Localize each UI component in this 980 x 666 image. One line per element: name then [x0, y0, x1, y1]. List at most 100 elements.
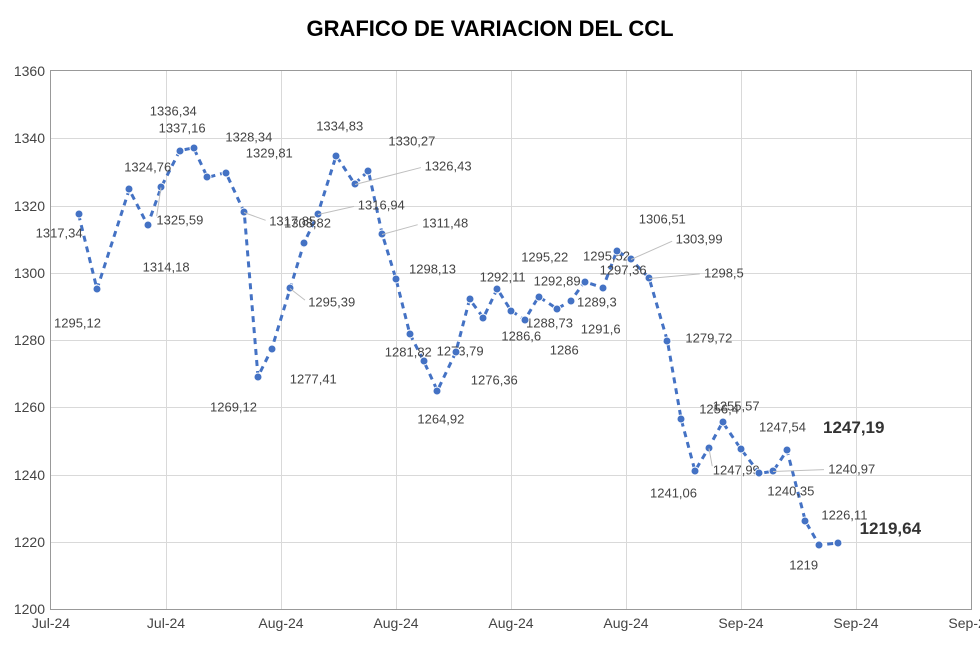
data-point-label: 1247,54 — [759, 420, 806, 435]
data-point-label: 1292,11 — [480, 270, 526, 285]
data-point-marker — [254, 372, 263, 381]
data-point-label: 1247,19 — [823, 418, 884, 438]
data-point-label: 1295,12 — [54, 316, 101, 331]
x-axis-tick-label: Jul-24 — [32, 609, 70, 631]
data-point-marker — [534, 292, 543, 301]
data-point-label: 1241,06 — [650, 485, 697, 500]
plot-area: 120012201240126012801300132013401360Jul-… — [50, 70, 972, 610]
data-point-label: 1289,3 — [577, 294, 617, 309]
data-point-label: 1295,39 — [308, 295, 355, 310]
data-point-marker — [451, 348, 460, 357]
data-point-label: 1334,83 — [316, 118, 363, 133]
data-point-label: 1255,57 — [713, 399, 760, 414]
data-point-marker — [493, 284, 502, 293]
data-point-label: 1298,5 — [704, 265, 744, 280]
data-point-marker — [74, 210, 83, 219]
data-point-marker — [392, 275, 401, 284]
data-point-marker — [479, 313, 488, 322]
data-point-marker — [566, 296, 575, 305]
data-point-label: 1277,41 — [290, 371, 337, 386]
data-point-marker — [465, 295, 474, 304]
data-point-label: 1330,27 — [388, 133, 435, 148]
data-point-marker — [783, 446, 792, 455]
data-point-marker — [203, 173, 212, 182]
y-axis-tick-label: 1240 — [14, 467, 51, 483]
x-axis-tick-label: Sep-24 — [718, 609, 763, 631]
x-axis-tick-label: Sep-24 — [948, 609, 980, 631]
data-point-label: 1288,73 — [526, 315, 573, 330]
data-point-label: 1314,18 — [143, 260, 190, 275]
data-point-label: 1298,13 — [409, 262, 456, 277]
data-point-marker — [612, 246, 621, 255]
data-point-label: 1329,81 — [246, 145, 293, 160]
data-point-marker — [300, 239, 309, 248]
data-point-label: 1308,82 — [284, 216, 331, 231]
data-point-label: 1336,34 — [150, 103, 197, 118]
data-point-marker — [580, 277, 589, 286]
data-point-label: 1292,89 — [534, 273, 581, 288]
data-point-marker — [332, 151, 341, 160]
data-point-label: 1291,6 — [581, 321, 621, 336]
data-point-marker — [364, 166, 373, 175]
data-point-marker — [143, 221, 152, 230]
data-point-label: 1337,16 — [159, 120, 206, 135]
data-point-marker — [801, 517, 810, 526]
data-point-label: 1325,59 — [156, 212, 203, 227]
y-axis-tick-label: 1360 — [14, 63, 51, 79]
y-axis-tick-label: 1300 — [14, 265, 51, 281]
data-point-marker — [405, 329, 414, 338]
data-point-label: 1276,36 — [471, 373, 518, 388]
y-axis-tick-label: 1320 — [14, 198, 51, 214]
data-point-label: 1324,76 — [124, 160, 171, 175]
x-axis-tick-label: Aug-24 — [603, 609, 648, 631]
data-point-label: 1286 — [550, 342, 579, 357]
data-point-marker — [419, 356, 428, 365]
data-point-marker — [815, 541, 824, 550]
x-axis-tick-label: Aug-24 — [488, 609, 533, 631]
data-point-label: 1264,92 — [417, 411, 464, 426]
data-point-marker — [663, 336, 672, 345]
data-point-label: 1240,97 — [828, 462, 875, 477]
data-point-label: 1247,99 — [713, 462, 760, 477]
data-point-label: 1317,34 — [36, 226, 83, 241]
data-point-marker — [755, 469, 764, 478]
data-point-label: 1303,99 — [676, 232, 723, 247]
data-point-label: 1311,48 — [422, 216, 468, 231]
data-point-marker — [267, 344, 276, 353]
y-axis-tick-label: 1280 — [14, 332, 51, 348]
data-point-marker — [718, 418, 727, 427]
y-axis-tick-label: 1260 — [14, 399, 51, 415]
data-point-marker — [125, 185, 134, 194]
y-axis-tick-label: 1340 — [14, 130, 51, 146]
data-point-label: 1328,34 — [225, 130, 272, 145]
data-point-marker — [93, 285, 102, 294]
data-point-marker — [221, 168, 230, 177]
data-point-label: 1279,72 — [685, 330, 732, 345]
data-point-marker — [599, 283, 608, 292]
data-point-label: 1306,51 — [639, 211, 686, 226]
data-point-label: 1219,64 — [860, 519, 921, 539]
data-point-label: 1295,22 — [521, 249, 568, 264]
data-point-label: 1286,6 — [501, 328, 541, 343]
y-axis-tick-label: 1220 — [14, 534, 51, 550]
data-point-label: 1297,36 — [600, 262, 647, 277]
ccl-variation-chart: GRAFICO DE VARIACION DEL CCL 12001220124… — [0, 0, 980, 666]
data-point-label: 1295,52 — [583, 248, 630, 263]
data-point-label: 1240,35 — [767, 484, 814, 499]
x-axis-tick-label: Sep-24 — [833, 609, 878, 631]
data-point-label: 1316,94 — [358, 197, 405, 212]
data-point-marker — [677, 415, 686, 424]
data-point-marker — [520, 315, 529, 324]
chart-title: GRAFICO DE VARIACION DEL CCL — [0, 16, 980, 42]
data-point-marker — [833, 538, 842, 547]
x-axis-tick-label: Aug-24 — [258, 609, 303, 631]
data-point-marker — [507, 306, 516, 315]
data-point-label: 1326,43 — [425, 158, 472, 173]
data-point-marker — [691, 466, 700, 475]
data-point-marker — [737, 445, 746, 454]
data-point-marker — [189, 143, 198, 152]
data-point-marker — [433, 386, 442, 395]
data-point-label: 1219 — [789, 558, 818, 573]
data-point-marker — [553, 304, 562, 313]
x-axis-tick-label: Jul-24 — [147, 609, 185, 631]
